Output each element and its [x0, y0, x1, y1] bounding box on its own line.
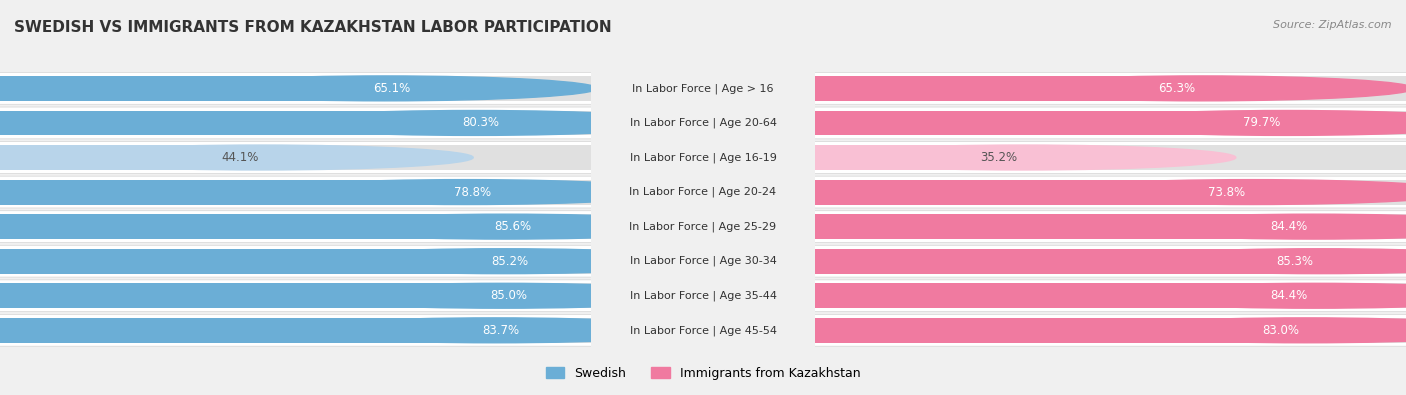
Text: 78.8%: 78.8%	[454, 186, 491, 199]
Text: 79.7%: 79.7%	[1243, 117, 1281, 130]
Text: Source: ZipAtlas.com: Source: ZipAtlas.com	[1274, 20, 1392, 30]
Text: In Labor Force | Age 30-34: In Labor Force | Age 30-34	[630, 256, 776, 267]
Bar	[815, 180, 1406, 205]
Bar	[815, 283, 1313, 308]
Text: 85.2%: 85.2%	[492, 255, 529, 268]
Text: 65.3%: 65.3%	[1159, 82, 1195, 95]
Bar	[0, 283, 502, 308]
Text: SWEDISH VS IMMIGRANTS FROM KAZAKHSTAN LABOR PARTICIPATION: SWEDISH VS IMMIGRANTS FROM KAZAKHSTAN LA…	[14, 20, 612, 35]
Text: 85.0%: 85.0%	[491, 289, 527, 302]
Bar	[815, 214, 1313, 239]
Circle shape	[1101, 283, 1406, 308]
Bar	[0, 76, 385, 101]
Bar	[815, 283, 1406, 308]
FancyBboxPatch shape	[780, 245, 1406, 277]
Circle shape	[1107, 249, 1406, 274]
Text: 84.4%: 84.4%	[1271, 289, 1308, 302]
Bar	[815, 145, 1406, 170]
Bar	[815, 111, 1286, 135]
Circle shape	[1039, 180, 1406, 205]
FancyBboxPatch shape	[780, 280, 1406, 312]
Circle shape	[253, 180, 678, 205]
FancyBboxPatch shape	[0, 314, 614, 346]
Circle shape	[988, 76, 1406, 101]
Text: In Labor Force | Age 25-29: In Labor Force | Age 25-29	[630, 221, 776, 232]
Bar	[815, 111, 1406, 135]
Bar	[815, 249, 1406, 274]
FancyBboxPatch shape	[0, 72, 614, 104]
Text: In Labor Force | Age 45-54: In Labor Force | Age 45-54	[630, 325, 776, 336]
FancyBboxPatch shape	[780, 314, 1406, 346]
Text: 83.7%: 83.7%	[482, 324, 520, 337]
Text: In Labor Force | Age 16-19: In Labor Force | Age 16-19	[630, 152, 776, 163]
Text: In Labor Force | Age 20-24: In Labor Force | Age 20-24	[630, 187, 776, 198]
Bar	[0, 145, 260, 170]
Circle shape	[172, 76, 598, 101]
Text: 65.1%: 65.1%	[373, 82, 411, 95]
Text: 80.3%: 80.3%	[463, 117, 499, 130]
Bar	[0, 111, 591, 135]
FancyBboxPatch shape	[0, 245, 614, 277]
Bar	[0, 249, 591, 274]
Circle shape	[262, 111, 688, 135]
Text: 73.8%: 73.8%	[1208, 186, 1246, 199]
Bar	[0, 283, 591, 308]
Bar	[0, 180, 465, 205]
Text: 83.0%: 83.0%	[1263, 324, 1299, 337]
Circle shape	[1101, 214, 1406, 239]
Text: In Labor Force | Age 20-64: In Labor Force | Age 20-64	[630, 118, 776, 128]
Bar	[0, 318, 591, 343]
Circle shape	[1073, 111, 1406, 135]
Bar	[815, 318, 1306, 343]
Text: In Labor Force | Age > 16: In Labor Force | Age > 16	[633, 83, 773, 94]
Text: 85.3%: 85.3%	[1277, 255, 1313, 268]
Bar	[815, 180, 1251, 205]
FancyBboxPatch shape	[780, 176, 1406, 208]
Circle shape	[290, 283, 714, 308]
Circle shape	[48, 145, 474, 170]
Bar	[0, 111, 474, 135]
FancyBboxPatch shape	[0, 141, 614, 173]
Circle shape	[291, 249, 716, 274]
Bar	[0, 214, 506, 239]
FancyBboxPatch shape	[780, 72, 1406, 104]
Bar	[815, 214, 1406, 239]
Bar	[0, 145, 591, 170]
Text: In Labor Force | Age 35-44: In Labor Force | Age 35-44	[630, 290, 776, 301]
Bar	[815, 76, 1201, 101]
Bar	[0, 214, 591, 239]
Text: 85.6%: 85.6%	[494, 220, 531, 233]
FancyBboxPatch shape	[0, 176, 614, 208]
Bar	[0, 180, 591, 205]
Bar	[815, 249, 1319, 274]
Text: 84.4%: 84.4%	[1271, 220, 1308, 233]
Bar	[815, 145, 1024, 170]
Bar	[815, 76, 1406, 101]
FancyBboxPatch shape	[780, 211, 1406, 243]
Bar	[0, 249, 503, 274]
Circle shape	[292, 214, 718, 239]
Text: 44.1%: 44.1%	[222, 151, 259, 164]
Legend: Swedish, Immigrants from Kazakhstan: Swedish, Immigrants from Kazakhstan	[540, 362, 866, 385]
Text: 35.2%: 35.2%	[980, 151, 1018, 164]
Bar	[815, 318, 1406, 343]
Circle shape	[810, 145, 1236, 170]
Bar	[0, 76, 591, 101]
FancyBboxPatch shape	[780, 141, 1406, 173]
FancyBboxPatch shape	[0, 211, 614, 243]
FancyBboxPatch shape	[0, 280, 614, 312]
Bar	[0, 318, 495, 343]
FancyBboxPatch shape	[780, 107, 1406, 139]
Circle shape	[281, 318, 707, 343]
Circle shape	[1092, 318, 1406, 343]
FancyBboxPatch shape	[0, 107, 614, 139]
